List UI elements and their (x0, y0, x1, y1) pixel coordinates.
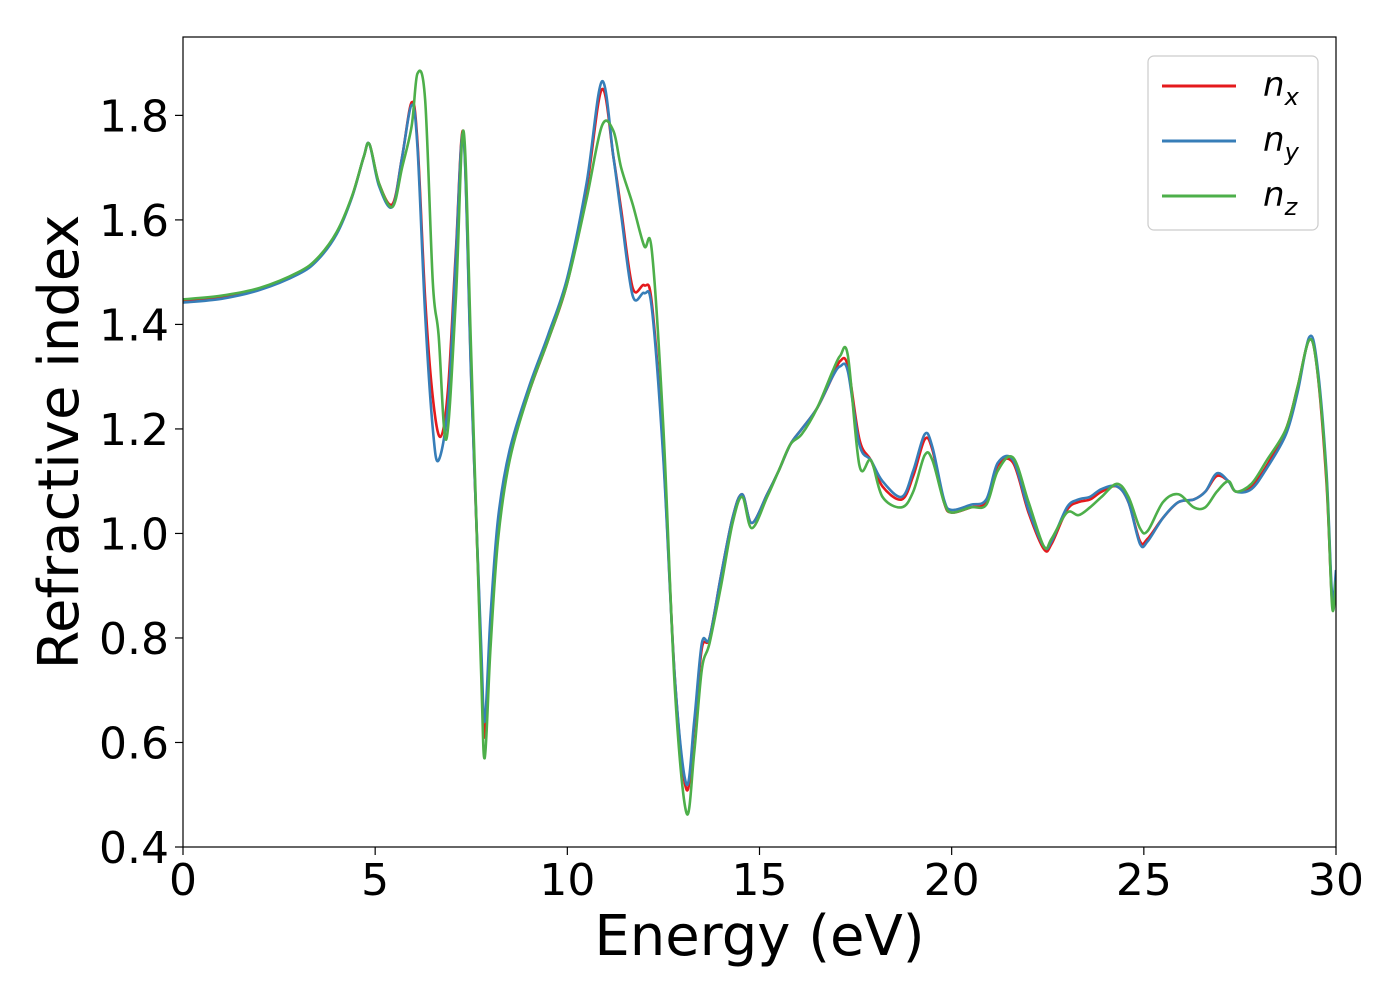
x-tick-label: 25 (1116, 855, 1172, 906)
legend-label-base: n (1263, 65, 1285, 105)
x-tick-label: 5 (361, 855, 389, 906)
legend-label-ny: ny (1263, 120, 1300, 166)
legend-box (1147, 55, 1319, 231)
legend-label-base: n (1263, 120, 1285, 160)
y-axis-title: Refractive index (27, 215, 92, 670)
legend-label-nz: nz (1263, 175, 1299, 221)
y-tick-label: 1.8 (99, 91, 169, 142)
y-tick-label: 1.6 (99, 196, 169, 247)
x-axis-title: Energy (eV) (594, 904, 924, 969)
legend-label-subscript: x (1284, 83, 1300, 111)
x-tick-label: 30 (1308, 855, 1364, 906)
series-layer (183, 69, 1336, 816)
y-tick-label: 0.6 (99, 718, 169, 769)
x-tick-label: 15 (732, 855, 788, 906)
y-tick-label: 1.0 (99, 509, 169, 560)
x-tick-label: 10 (539, 855, 595, 906)
y-axis-ticks: 0.4 0.6 0.8 1.0 1.2 1.4 1.6 1.8 (99, 91, 183, 874)
y-tick-label: 0.8 (99, 614, 169, 665)
series-line-nz (183, 69, 1336, 816)
legend-label-subscript: y (1284, 138, 1300, 166)
legend-label-nx: nx (1263, 65, 1300, 111)
legend-label-base: n (1263, 175, 1285, 215)
legend-label-subscript: z (1284, 193, 1299, 221)
x-tick-label: 20 (924, 855, 980, 906)
y-tick-label: 1.4 (99, 300, 169, 351)
x-axis-ticks: 0 5 10 15 20 25 30 (169, 847, 1364, 906)
y-tick-label: 0.4 (99, 823, 169, 874)
y-tick-label: 1.2 (99, 405, 169, 456)
x-tick-label: 0 (169, 855, 197, 906)
